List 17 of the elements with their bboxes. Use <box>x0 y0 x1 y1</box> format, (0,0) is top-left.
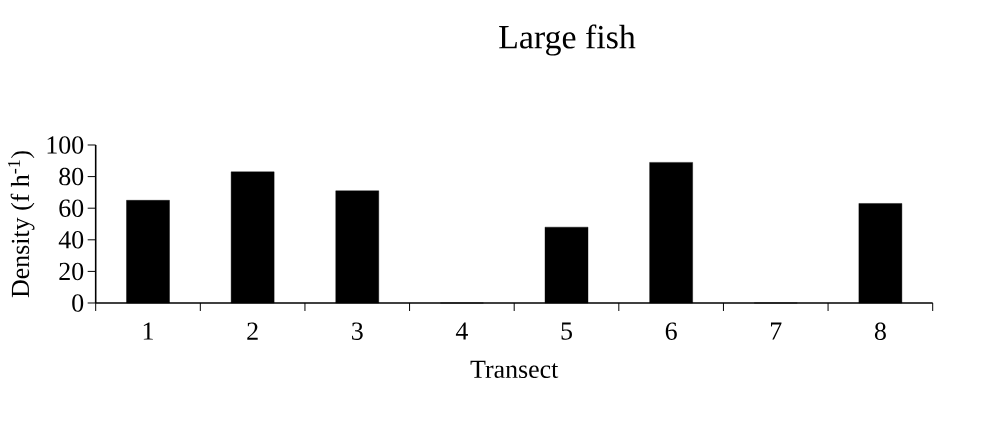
y-tick-label: 60 <box>59 199 84 217</box>
x-tick-label: 1 <box>143 322 153 340</box>
x-tick-label: 6 <box>665 322 677 340</box>
x-tick-label: 2 <box>247 322 258 340</box>
x-tick-label: 7 <box>770 322 782 340</box>
y-axis-title: Density (f h$^{-1}$) <box>7 151 35 298</box>
y-tick-label: 40 <box>58 231 84 249</box>
x-axis-title: Transect <box>470 360 559 379</box>
y-tick-label: 80 <box>59 167 84 186</box>
y-tick-label: 0 <box>72 294 84 312</box>
chart-title: Large fish <box>499 24 636 56</box>
x-tick-label: 8 <box>874 322 886 340</box>
x-tick-label: 5 <box>561 322 572 340</box>
y-tick-label: 100 <box>47 136 84 154</box>
x-tick-label: 4 <box>455 322 468 340</box>
y-tick-label: 20 <box>59 262 84 281</box>
x-tick-label: 3 <box>352 322 363 340</box>
